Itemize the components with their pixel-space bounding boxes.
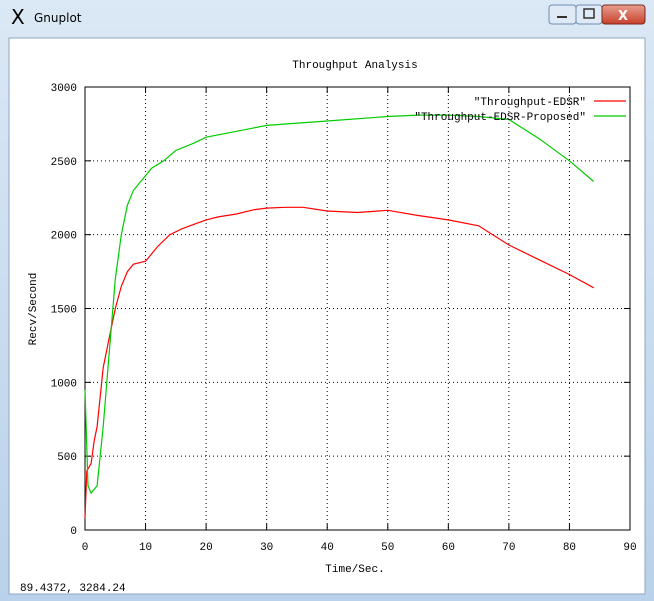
x-tick-label: 90 (623, 542, 636, 554)
y-tick-label: 2500 (51, 157, 77, 169)
y-tick-label: 3000 (51, 83, 77, 95)
window-title: Gnuplot (34, 11, 82, 25)
x-tick-label: 30 (260, 542, 273, 554)
x-tick-label: 60 (442, 542, 455, 554)
minimize-button[interactable] (548, 4, 577, 25)
x-tick-label: 10 (139, 542, 152, 554)
y-tick-label: 1500 (51, 305, 77, 317)
y-tick-label: 500 (57, 452, 77, 464)
plot-frame (84, 86, 631, 531)
close-button[interactable] (601, 4, 646, 25)
y-tick-label: 1000 (51, 378, 77, 390)
window-buttons[interactable]: X (548, 4, 646, 25)
x-tick-label: 80 (563, 542, 576, 554)
x-tick-label: 0 (82, 542, 89, 554)
x-tick-label: 50 (381, 542, 394, 554)
legend-label: "Throughput-EDSR" (474, 97, 586, 109)
app-icon: X (11, 5, 25, 29)
x-tick-label: 20 (200, 542, 213, 554)
y-tick-label: 0 (70, 526, 77, 538)
maximize-button[interactable] (575, 4, 603, 25)
x-tick-label: 40 (321, 542, 334, 554)
x-axis-label: Time/Sec. (325, 564, 384, 576)
legend-label: "Throughput-EDSR-Proposed" (414, 112, 586, 124)
status-coordinates: 89.4372, 3284.24 (20, 583, 126, 595)
y-tick-label: 2000 (51, 231, 77, 243)
series-line (84, 206, 594, 519)
y-axis-label: Recv/Second (28, 273, 40, 346)
chart-title: Throughput Analysis (292, 60, 417, 72)
x-tick-label: 70 (502, 542, 515, 554)
series-line (84, 114, 595, 495)
svg-text:X: X (618, 9, 628, 24)
